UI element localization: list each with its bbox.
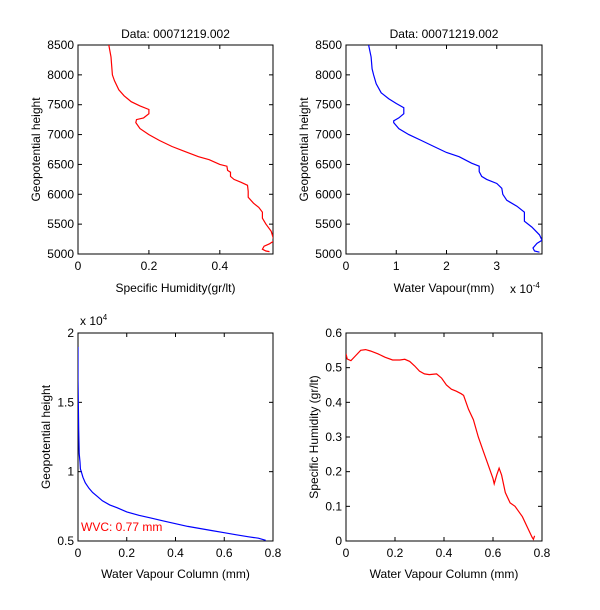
x-axis-label: Water Vapour(mm) <box>394 281 495 295</box>
wvc-annotation: WVC: 0.77 mm <box>81 520 162 534</box>
data-series-line <box>368 45 542 253</box>
y-axis-multiplier: x 104 <box>80 313 108 328</box>
axes-box <box>345 44 543 255</box>
data-series-line <box>346 348 536 541</box>
y-tick-label: 5500 <box>315 217 342 231</box>
y-tick-label: 7500 <box>47 98 74 112</box>
axes-box <box>77 44 274 255</box>
x-tick-label: 0.2 <box>387 546 404 560</box>
panel-wvc-vs-height: 0 0.2 0.4 0.6 0.8 0.5 1 1.5 2 Water Vapour Column… <box>39 313 282 581</box>
x-axis-label: Water Vapour Column (mm) <box>101 567 250 581</box>
x-tick-label: 1 <box>393 259 400 273</box>
y-tick-label: 0.3 <box>325 430 342 444</box>
y-tick-label: 0.6 <box>325 326 342 340</box>
multiplier-base: x 10 <box>80 314 103 328</box>
y-tick-label: 1.5 <box>57 395 74 409</box>
axes-box <box>77 332 274 542</box>
x-tick-label: 0.6 <box>216 546 233 560</box>
y-axis-label: Geopotential height <box>39 384 53 489</box>
multiplier-base: x 10 <box>510 282 533 296</box>
x-tick-label: 0.8 <box>534 546 551 560</box>
x-tick-label: 0 <box>75 546 82 560</box>
multiplier-exponent: -4 <box>533 281 541 290</box>
panel-humidity-vs-wvc: 0 0.2 0.4 0.6 0.8 0 0.1 0.2 0.3 0.4 0.5 0.6 Water Va… <box>307 326 551 581</box>
y-axis-label: Specific Humidity (gr/lt) <box>307 375 321 498</box>
y-tick-label: 7000 <box>315 128 342 142</box>
y-tick-label: 5500 <box>47 217 74 231</box>
y-tick-label: 0.1 <box>325 499 342 513</box>
x-tick-label: 0 <box>75 259 82 273</box>
plot-title: Data: 00071219.002 <box>121 27 230 41</box>
y-tick-label: 5000 <box>47 247 74 261</box>
x-tick-label: 3 <box>493 259 500 273</box>
data-series-line <box>78 346 266 541</box>
x-tick-label: 0.6 <box>485 546 502 560</box>
x-tick-label: 0 <box>343 259 350 273</box>
y-tick-label: 6000 <box>47 187 74 201</box>
y-tick-label: 0.5 <box>57 534 74 548</box>
x-tick-label: 0.2 <box>141 259 158 273</box>
x-tick-label: 0.2 <box>118 546 135 560</box>
x-tick-label: 0.4 <box>167 546 184 560</box>
x-axis-label: Specific Humidity(gr/lt) <box>115 281 235 295</box>
plot-title: Data: 00071219.002 <box>390 27 499 41</box>
y-tick-label: 1 <box>67 465 74 479</box>
x-axis-label: Water Vapour Column (mm) <box>370 567 519 581</box>
y-tick-label: 5000 <box>315 247 342 261</box>
panel-humidity-vs-height: 0 0.2 0.4 5000 5500 6000 6500 7000 7500 8000 8500 D… <box>29 27 274 295</box>
y-tick-label: 6500 <box>47 157 74 171</box>
y-axis-label: Geopotential height <box>29 97 43 202</box>
y-tick-label: 7000 <box>47 128 74 142</box>
y-tick-label: 8500 <box>315 38 342 52</box>
y-tick-label: 0 <box>335 534 342 548</box>
panel-water-vapour-vs-height: 0 1 2 3 5000 5500 6000 6500 7000 7500 8000 8500 Data… <box>297 27 543 296</box>
y-tick-label: 6000 <box>315 187 342 201</box>
y-tick-label: 8000 <box>315 68 342 82</box>
y-axis-label: Geopotential height <box>297 97 311 202</box>
data-series-line <box>108 45 273 253</box>
x-tick-label: 0.8 <box>265 546 282 560</box>
y-tick-label: 7500 <box>315 98 342 112</box>
y-tick-label: 6500 <box>315 157 342 171</box>
y-tick-label: 0.4 <box>325 395 342 409</box>
axes-box <box>345 332 543 542</box>
x-tick-label: 2 <box>443 259 450 273</box>
x-tick-label: 0.4 <box>436 546 453 560</box>
y-tick-label: 0.2 <box>325 465 342 479</box>
y-tick-label: 8500 <box>47 38 74 52</box>
y-tick-label: 8000 <box>47 68 74 82</box>
y-tick-label: 0.5 <box>325 361 342 375</box>
multiplier-exponent: 4 <box>103 313 108 322</box>
x-tick-label: 0 <box>343 546 350 560</box>
y-tick-label: 2 <box>67 326 74 340</box>
x-axis-multiplier: x 10-4 <box>510 281 540 296</box>
x-tick-label: 0.4 <box>211 259 228 273</box>
